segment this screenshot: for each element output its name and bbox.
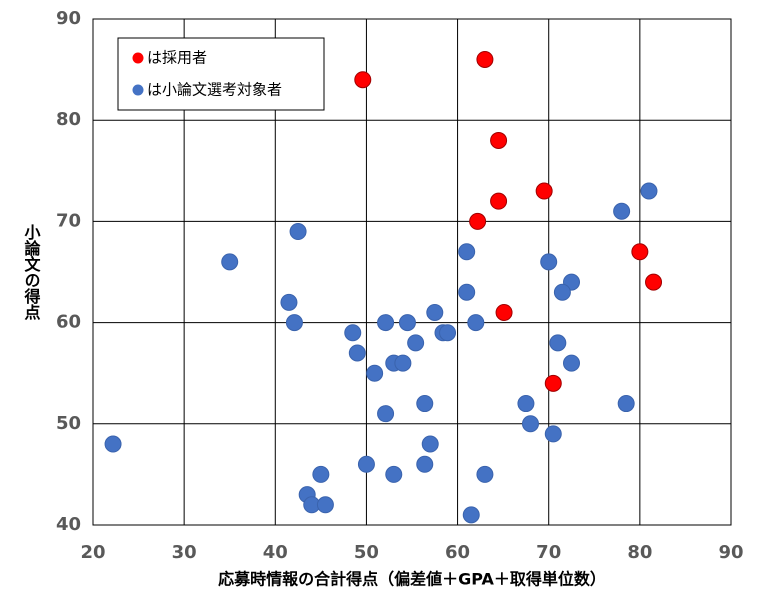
x-tick-label: 70: [536, 542, 561, 563]
point: [462, 506, 480, 524]
point: [540, 253, 558, 271]
point: [467, 314, 485, 332]
point: [469, 212, 487, 230]
point: [490, 192, 508, 210]
point: [544, 374, 562, 392]
x-tick-label: 40: [263, 542, 288, 563]
point: [549, 334, 567, 352]
point: [517, 395, 535, 413]
point: [416, 455, 434, 473]
point: [631, 243, 649, 261]
x-tick-label: 20: [80, 542, 105, 563]
x-tick-label: 50: [354, 542, 379, 563]
point: [495, 303, 513, 321]
point: [398, 314, 416, 332]
point: [563, 354, 580, 372]
legend-label: は採用者: [147, 49, 207, 67]
point: [285, 314, 303, 332]
point: [490, 131, 508, 149]
point: [377, 405, 395, 423]
point: [104, 435, 122, 453]
point: [645, 273, 663, 291]
point: [521, 415, 539, 433]
point: [316, 496, 334, 514]
y-tick-label: 80: [56, 109, 81, 130]
x-axis-label: 応募時情報の合計得点（偏差値＋GPA＋取得単位数）: [218, 570, 606, 589]
point: [280, 293, 298, 311]
y-tick-label: 60: [56, 312, 81, 333]
point: [535, 182, 553, 200]
y-tick-label: 40: [56, 514, 81, 535]
point: [421, 435, 439, 453]
y-axis-label: 小論文の得点: [22, 224, 42, 321]
point: [613, 202, 631, 220]
point: [458, 243, 476, 261]
point: [357, 455, 375, 473]
x-tick-label: 30: [172, 542, 197, 563]
legend-marker: [132, 52, 144, 64]
point: [553, 283, 571, 301]
point: [348, 344, 366, 362]
x-tick-label: 90: [718, 542, 743, 563]
legend-label: は小論文選考対象者: [147, 81, 282, 99]
y-tick-label: 90: [56, 8, 81, 29]
point: [354, 71, 372, 89]
point: [377, 314, 395, 332]
point: [407, 334, 425, 352]
point: [439, 324, 457, 342]
point: [312, 465, 330, 483]
point: [221, 253, 239, 271]
point: [426, 303, 444, 321]
legend-marker: [132, 84, 144, 96]
point: [344, 324, 362, 342]
point: [476, 465, 494, 483]
y-tick-label: 50: [56, 413, 81, 434]
point: [640, 182, 658, 200]
point: [289, 223, 307, 241]
point: [394, 354, 412, 372]
point: [458, 283, 476, 301]
point: [416, 395, 434, 413]
y-tick-label: 70: [56, 210, 81, 231]
x-tick-label: 80: [627, 542, 652, 563]
legend-box: [117, 37, 325, 111]
point: [544, 425, 562, 443]
point: [476, 50, 494, 68]
point: [617, 395, 635, 413]
x-tick-label: 60: [445, 542, 470, 563]
point: [385, 465, 403, 483]
point: [366, 364, 384, 382]
